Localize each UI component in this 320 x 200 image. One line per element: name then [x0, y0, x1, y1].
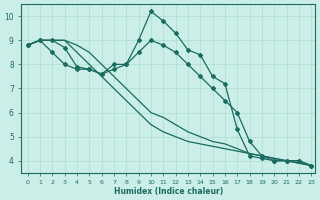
- X-axis label: Humidex (Indice chaleur): Humidex (Indice chaleur): [114, 187, 223, 196]
